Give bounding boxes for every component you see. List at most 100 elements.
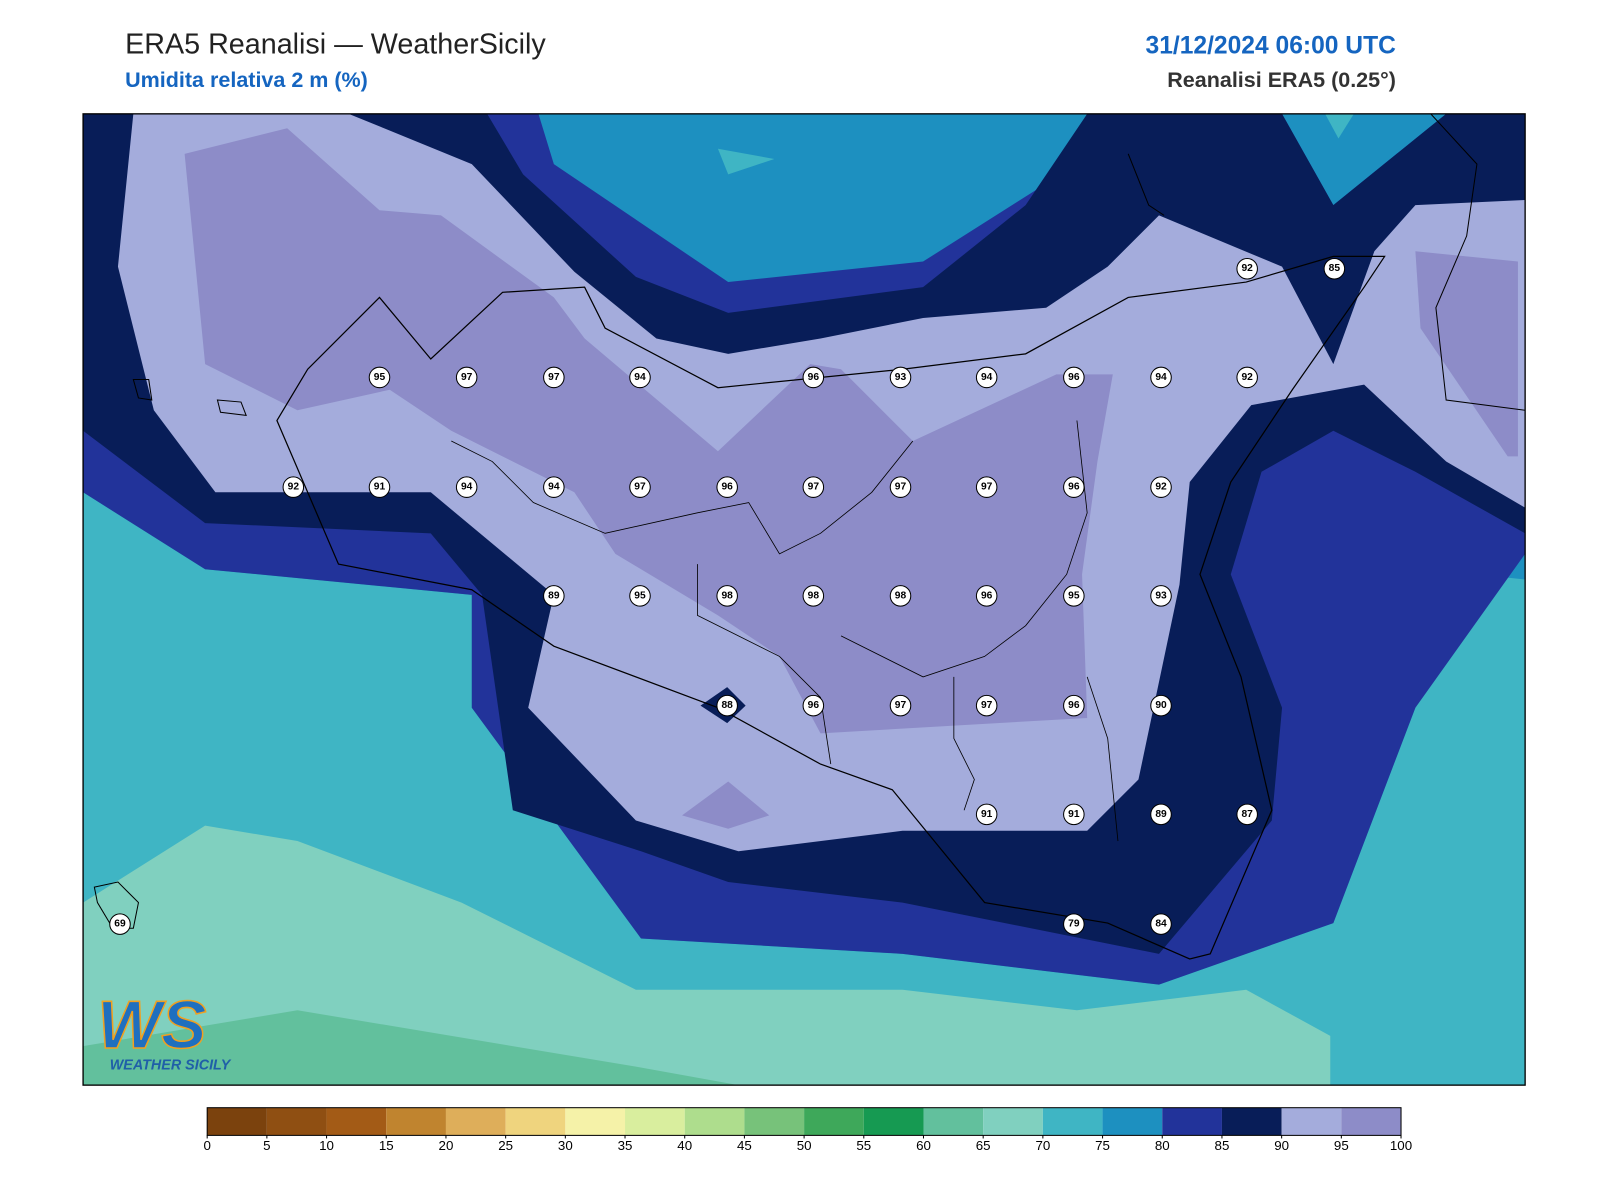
- station-marker: [282, 476, 305, 498]
- station-marker: [975, 694, 998, 717]
- station-marker: [802, 476, 825, 498]
- logo-mark: WS: [97, 988, 206, 1063]
- coastline: [276, 255, 1386, 960]
- station-value: 91: [981, 809, 993, 820]
- station-value: 97: [895, 482, 907, 493]
- colorbar-bin: [445, 1107, 506, 1136]
- map-frame: [82, 113, 1526, 1086]
- station-value: 96: [721, 482, 733, 493]
- station-marker: [543, 366, 565, 389]
- colorbar-bin: [1042, 1107, 1103, 1136]
- station-value: 84: [1155, 919, 1167, 930]
- station-marker: [975, 803, 998, 826]
- station-marker: [629, 366, 651, 389]
- station-value: 98: [895, 590, 907, 601]
- station-value: 94: [634, 372, 646, 383]
- logo: WS WEATHER SICILY: [97, 987, 232, 1074]
- station-value: 79: [1068, 919, 1080, 930]
- contour-fill: [83, 113, 1526, 1086]
- station-marker: [889, 366, 912, 389]
- station-value: 96: [1068, 700, 1080, 711]
- station-value: 92: [1155, 482, 1167, 493]
- colorbar-tick-label: 65: [976, 1138, 991, 1153]
- title: ERA5 Reanalisi — WeatherSicily: [125, 28, 546, 60]
- colorbar-tick-label: 70: [1035, 1138, 1050, 1153]
- station-marker: [1063, 476, 1085, 498]
- station-marker: [1150, 476, 1172, 498]
- band: [1325, 113, 1354, 139]
- colorbar-bin: [625, 1107, 685, 1136]
- station-value: 93: [1155, 590, 1167, 601]
- station-value: 88: [721, 700, 733, 711]
- station-value: 94: [981, 372, 993, 383]
- band: [1415, 251, 1518, 457]
- station-marker: [975, 476, 998, 498]
- station-marker: [629, 476, 651, 498]
- logo-name: WEATHER SICILY: [110, 1058, 232, 1074]
- colorbar-tick-label: 35: [618, 1138, 633, 1153]
- station-marker: [455, 366, 478, 389]
- colorbar-tick-label: 30: [558, 1138, 573, 1153]
- colorbar-bin: [744, 1107, 805, 1136]
- station-value: 89: [548, 590, 560, 601]
- colorbar-bin: [326, 1107, 387, 1136]
- station-value: 97: [981, 482, 993, 493]
- colorbar-tick-label: 85: [1215, 1138, 1230, 1153]
- station-value: 97: [548, 372, 560, 383]
- station-marker: [802, 366, 825, 389]
- station-value: 92: [1241, 263, 1253, 274]
- station-value: 97: [808, 482, 820, 493]
- colorbar-tick-label: 95: [1334, 1138, 1349, 1153]
- colorbar: 0 5 10 15 20 25 30 35 40 45 50 55 60 65 70 75 80 85 90 95 10…: [203, 1107, 1412, 1153]
- band: [717, 148, 775, 175]
- station-marker: [1150, 803, 1172, 826]
- station-marker: [716, 694, 738, 717]
- colorbar-tick-label: 60: [916, 1138, 931, 1153]
- station-marker: [802, 694, 825, 717]
- station-marker: [1236, 257, 1258, 280]
- station-value: 93: [895, 372, 907, 383]
- station-value: 96: [808, 372, 820, 383]
- station-marker: [1150, 585, 1172, 607]
- station-marker: [975, 585, 998, 607]
- colorbar-tick-label: 100: [1390, 1138, 1412, 1153]
- station-marker: [1063, 585, 1085, 607]
- station-marker: [716, 585, 738, 607]
- station-value: 97: [895, 700, 907, 711]
- colorbar-bin: [983, 1107, 1043, 1136]
- station-value: 97: [634, 482, 646, 493]
- colorbar-bin: [207, 1107, 267, 1136]
- station-value: 95: [1068, 590, 1080, 601]
- station-marker: [1063, 803, 1085, 826]
- colorbar-bin: [684, 1107, 745, 1136]
- colorbar-bin: [1162, 1107, 1222, 1136]
- colorbar-tick-label: 80: [1155, 1138, 1170, 1153]
- province-border: [451, 420, 1119, 842]
- station-marker: [1236, 803, 1258, 826]
- band: [83, 825, 1331, 1086]
- station-marker: [889, 476, 912, 498]
- colorbar-bin: [505, 1107, 566, 1136]
- station-marker: [889, 585, 912, 607]
- colorbar-tick-label: 75: [1095, 1138, 1110, 1153]
- station-marker: [889, 694, 912, 717]
- colorbar-tick-label: 40: [677, 1138, 692, 1153]
- station-value: 69: [114, 919, 126, 930]
- colorbar-tick-label: 0: [203, 1138, 210, 1153]
- station-value: 94: [548, 482, 560, 493]
- station-marker: [716, 476, 738, 498]
- station-marker: [802, 585, 825, 607]
- source: Reanalisi ERA5 (0.25°): [1167, 68, 1396, 92]
- colorbar-tick-label: 15: [379, 1138, 394, 1153]
- station-value: 91: [374, 482, 386, 493]
- colorbar-bin: [1221, 1107, 1282, 1136]
- station-value: 92: [288, 482, 300, 493]
- colorbar-tick-label: 45: [737, 1138, 752, 1153]
- station-value: 87: [1241, 809, 1253, 820]
- station-marker: [1063, 913, 1085, 935]
- station-marker: [1150, 913, 1172, 935]
- station-marker: [1236, 366, 1258, 389]
- station-marker: [1150, 694, 1172, 717]
